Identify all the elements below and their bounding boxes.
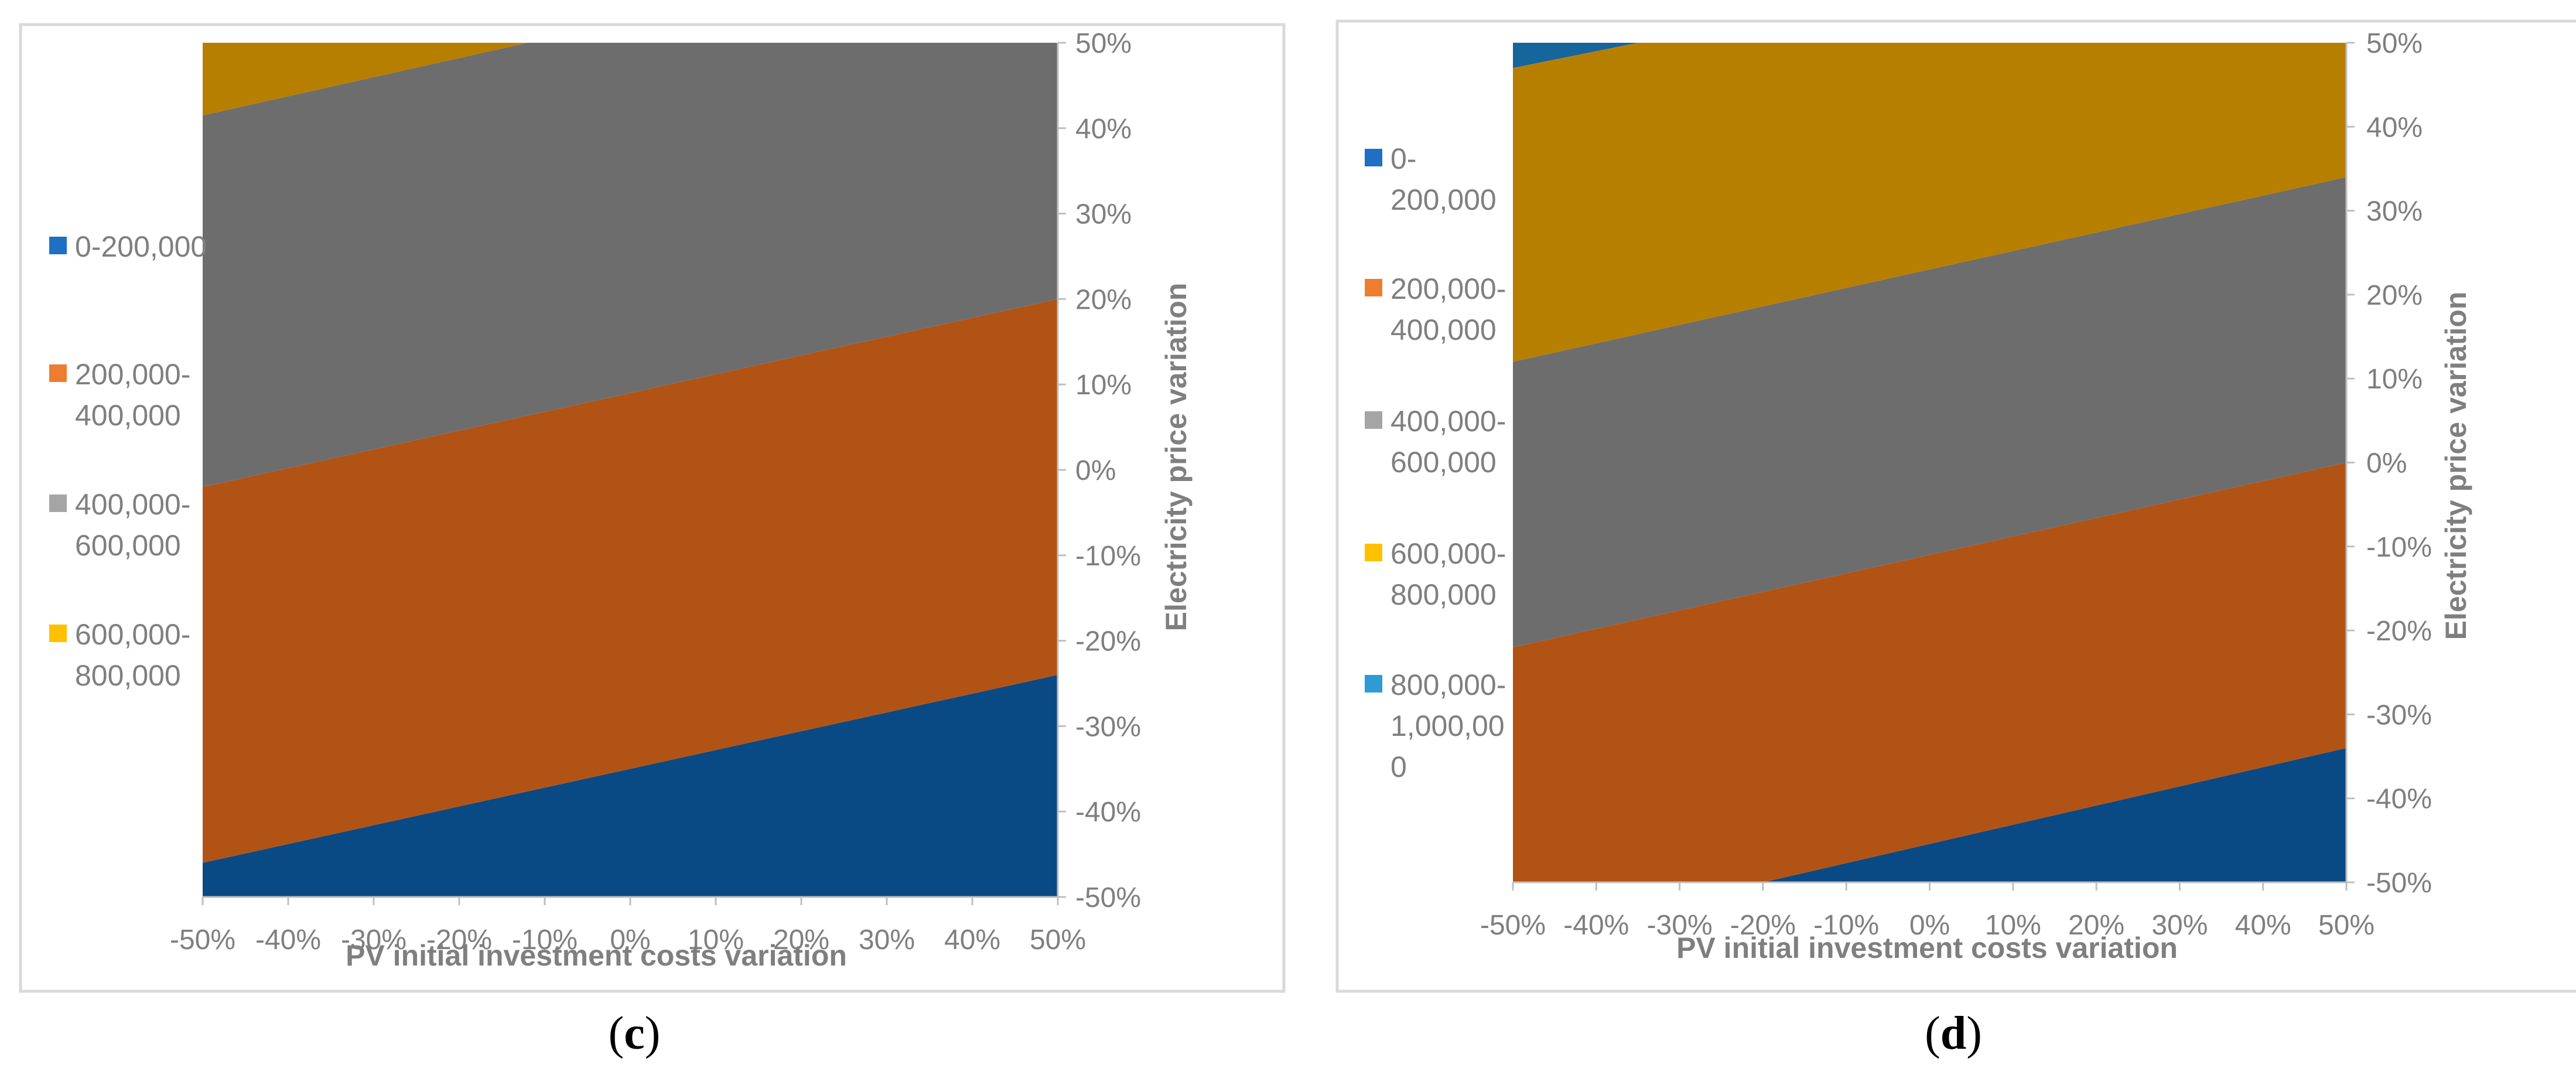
x-tick-label: 10%: [1985, 910, 2041, 941]
y-tick-label: 50%: [1075, 28, 1132, 59]
y-tick-label: -40%: [2366, 784, 2432, 815]
x-tick-label: -30%: [341, 925, 406, 956]
x-tick-label: -50%: [1480, 910, 1546, 941]
x-tick-label: 50%: [2318, 910, 2375, 941]
area-band-4: [203, 43, 528, 115]
caption-letter: d: [1940, 1008, 1967, 1059]
y-tick-label: -50%: [1075, 882, 1141, 913]
legend-label: 400,000: [1391, 313, 1497, 346]
legend-label: 800,000: [1391, 578, 1497, 611]
area-band-3: [203, 43, 1058, 487]
x-tick-label: -40%: [255, 925, 321, 956]
legend-label: 200,000: [1391, 183, 1497, 216]
x-tick-label: -40%: [1563, 910, 1629, 941]
area-band-1: [203, 674, 1058, 897]
legend-swatch: [49, 625, 67, 642]
panel-caption: (d): [1925, 1008, 1982, 1059]
x-tick-label: 30%: [2151, 910, 2208, 941]
area-band-2: [203, 299, 1058, 863]
y-tick-label: 30%: [2366, 196, 2423, 227]
panel-caption: (c): [609, 1008, 661, 1059]
area-band-2: [1513, 462, 2346, 882]
legend-label: 200,000-: [1391, 272, 1506, 305]
caption-open: (: [1925, 1008, 1940, 1059]
y-tick-label: -20%: [1075, 626, 1141, 657]
y-tick-label: -10%: [1075, 541, 1141, 572]
y-tick-label: 30%: [1075, 199, 1132, 230]
x-tick-label: -20%: [1730, 910, 1796, 941]
y-tick-label: 0%: [2366, 448, 2407, 479]
legend-swatch: [1365, 411, 1382, 429]
legend-swatch: [49, 364, 67, 382]
legend-label: 800,000-: [1391, 668, 1506, 701]
x-tick-label: -30%: [1647, 910, 1713, 941]
x-tick-label: 50%: [1030, 925, 1086, 956]
x-tick-label: -10%: [512, 925, 578, 956]
y-tick-label: -50%: [2366, 868, 2432, 899]
legend-label: 400,000: [75, 399, 181, 432]
legend-label: 200,000-: [75, 358, 190, 391]
x-tick-label: -50%: [170, 925, 235, 956]
y-tick-label: -20%: [2366, 616, 2432, 647]
legend-label: 0-200,000: [75, 230, 207, 263]
x-tick-label: 30%: [859, 925, 915, 956]
legend-label: 0: [1391, 750, 1407, 783]
caption-open: (: [609, 1008, 624, 1059]
legend-label: 600,000: [75, 529, 181, 562]
area-band-5: [1513, 43, 1638, 68]
legend-label: 600,000-: [75, 618, 190, 651]
caption-close: ): [645, 1008, 661, 1059]
y-axis-title: Electricity price variation: [2440, 292, 2472, 640]
y-tick-label: -30%: [1075, 711, 1141, 742]
y-tick-label: -30%: [2366, 700, 2432, 731]
legend-label: 600,000: [1391, 446, 1497, 479]
y-tick-label: 10%: [1075, 370, 1132, 401]
legend-label: 400,000-: [1391, 405, 1506, 438]
legend-swatch: [49, 494, 67, 512]
y-tick-label: 20%: [2366, 280, 2423, 311]
legend: 0-200,000 200,000- 400,000 400,000- 600,000 6…: [49, 230, 207, 692]
legend-label: 400,000-: [75, 488, 190, 521]
area-band-4: [1513, 43, 2346, 362]
x-axis-title: PV initial investment costs variation: [1676, 932, 2178, 964]
caption-close: ): [1966, 1008, 1982, 1059]
x-tick-label: 0%: [1909, 910, 1950, 941]
chart-panel-d: -50% -40% -30% -20% -10% 0% 10% 20% 30% 40% 50% 50%…: [1335, 19, 2576, 993]
x-tick-label: 40%: [2235, 910, 2291, 941]
x-tick-label: 40%: [944, 925, 1000, 956]
y-axis-title: Electricity price variation: [1160, 283, 1193, 632]
legend-label: 0-: [1391, 142, 1416, 175]
x-tick-label: 10%: [688, 925, 744, 956]
legend-swatch: [49, 237, 67, 254]
legend: 0- 200,000 200,000- 400,000 400,000- 600,000 6…: [1365, 142, 1506, 783]
legend-label: 800,000: [75, 659, 181, 692]
y-tick-label: 50%: [2366, 28, 2423, 59]
x-tick-label: 20%: [773, 925, 829, 956]
legend-label: 600,000-: [1391, 537, 1506, 570]
y-tick-label: 20%: [1075, 284, 1132, 315]
y-tick-label: 40%: [1075, 114, 1132, 145]
legend-label: 1,000,00: [1391, 709, 1505, 742]
caption-letter: c: [624, 1008, 645, 1059]
area-band-3: [1513, 177, 2346, 647]
x-tick-label: -20%: [426, 925, 492, 956]
legend-swatch: [1365, 279, 1382, 296]
x-tick-label: 0%: [610, 925, 650, 956]
chart-panel-c: -50% -40% -30% -20% -10% 0% 10% 20% 30% 40% 50% 50%…: [19, 23, 1286, 993]
x-tick-label: 20%: [2068, 910, 2124, 941]
legend-swatch: [1365, 675, 1382, 692]
legend-swatch: [1365, 149, 1382, 166]
legend-swatch: [1365, 544, 1382, 561]
y-tick-label: 40%: [2366, 112, 2423, 143]
y-tick-label: -40%: [1075, 797, 1141, 828]
y-tick-label: -10%: [2366, 532, 2432, 563]
x-axis-title: PV initial investment costs variation: [346, 939, 847, 972]
y-tick-label: 0%: [1075, 455, 1116, 486]
x-tick-label: -10%: [1813, 910, 1879, 941]
y-tick-label: 10%: [2366, 364, 2423, 395]
